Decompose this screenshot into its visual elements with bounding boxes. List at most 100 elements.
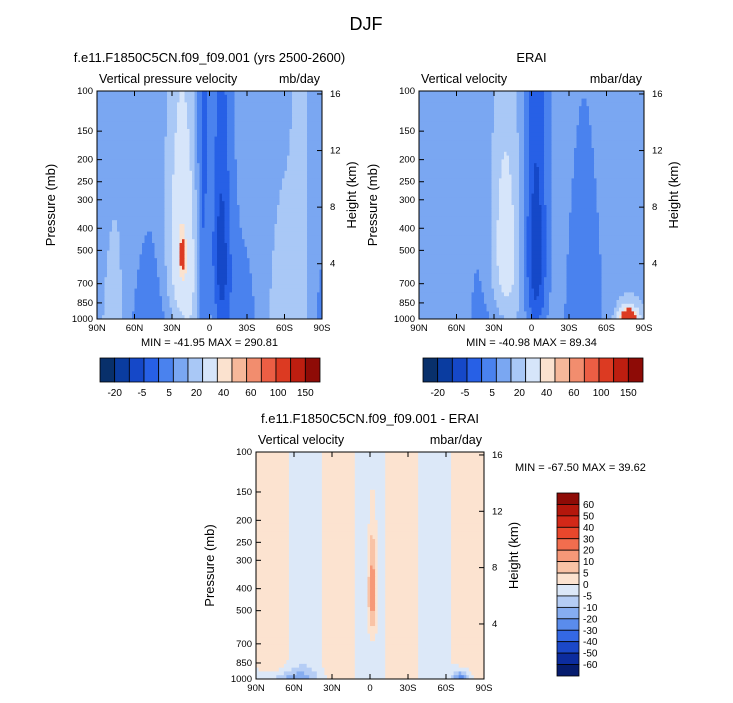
- heatmap-cell: [217, 102, 220, 107]
- heatmap-cell: [314, 258, 318, 263]
- heatmap-cell: [157, 273, 160, 278]
- heatmap-cell: [307, 91, 310, 96]
- heatmap-cell: [282, 201, 285, 206]
- heatmap-cell: [229, 273, 233, 278]
- heatmap-cell: [152, 231, 155, 236]
- heatmap-cell: [229, 113, 233, 118]
- heatmap-cell: [137, 113, 140, 118]
- heatmap-cell: [279, 212, 283, 217]
- heatmap-cell: [162, 129, 165, 134]
- heatmap-cell: [177, 246, 180, 251]
- heatmap-cell: [174, 91, 178, 96]
- heatmap-cell: [122, 136, 125, 141]
- heatmap-cell: [129, 296, 133, 301]
- heatmap-cell: [304, 182, 308, 187]
- heatmap-cell: [157, 193, 160, 198]
- heatmap-cell: [169, 178, 173, 183]
- heatmap-cell: [169, 186, 173, 191]
- heatmap-cell: [194, 136, 198, 141]
- heatmap-cell: [162, 246, 165, 251]
- heatmap-cell: [247, 151, 250, 156]
- heatmap-cell: [259, 212, 263, 217]
- heatmap-cell: [144, 300, 148, 305]
- heatmap-cell: [239, 167, 243, 172]
- heatmap-cell: [274, 296, 278, 301]
- heatmap-cell: [187, 273, 190, 278]
- heatmap-cell: [222, 224, 225, 229]
- heatmap-cell: [252, 129, 255, 134]
- heatmap-cell: [99, 277, 103, 282]
- heatmap-cell: [219, 110, 223, 115]
- heatmap-cell: [97, 144, 100, 149]
- heatmap-cell: [214, 258, 218, 263]
- heatmap-cell: [307, 174, 310, 179]
- heatmap-cell: [257, 227, 260, 232]
- heatmap-cell: [222, 296, 225, 301]
- heatmap-cell: [277, 197, 280, 202]
- heatmap-cell: [239, 151, 243, 156]
- heatmap-cell: [242, 91, 245, 96]
- heatmap-cell: [234, 246, 238, 251]
- heatmap-cell: [112, 262, 115, 267]
- heatmap-cell: [199, 269, 203, 274]
- heatmap-cell: [97, 182, 100, 187]
- heatmap-cell: [244, 113, 248, 118]
- heatmap-cell: [207, 178, 210, 183]
- heatmap-cell: [109, 91, 113, 96]
- heatmap-cell: [287, 110, 290, 115]
- heatmap-cell: [112, 284, 115, 289]
- heatmap-cell: [237, 284, 240, 289]
- heatmap-cell: [189, 231, 193, 236]
- heatmap-cell: [289, 224, 293, 229]
- heatmap-cell: [127, 136, 130, 141]
- heatmap-cell: [99, 94, 103, 99]
- heatmap-cell: [217, 243, 220, 248]
- heatmap-cell: [247, 193, 250, 198]
- heatmap-cell: [289, 239, 293, 244]
- heatmap-cell: [107, 113, 110, 118]
- heatmap-cell: [104, 106, 108, 111]
- heatmap-cell: [99, 170, 103, 175]
- heatmap-cell: [179, 159, 183, 164]
- heatmap-cell: [289, 216, 293, 221]
- heatmap-cell: [304, 265, 308, 270]
- heatmap-cell: [99, 148, 103, 153]
- heatmap-cell: [312, 129, 315, 134]
- heatmap-cell: [187, 113, 190, 118]
- heatmap-cell: [224, 170, 228, 175]
- heatmap-cell: [187, 129, 190, 134]
- heatmap-cell: [157, 144, 160, 149]
- heatmap-cell: [152, 148, 155, 153]
- heatmap-cell: [284, 197, 288, 202]
- heatmap-cell: [287, 140, 290, 145]
- heatmap-cell: [172, 212, 175, 217]
- heatmap-cell: [142, 140, 145, 145]
- heatmap-cell: [282, 117, 285, 122]
- heatmap-cell: [97, 269, 100, 274]
- heatmap-cell: [272, 224, 275, 229]
- heatmap-cell: [137, 227, 140, 232]
- heatmap-cell: [124, 140, 128, 145]
- heatmap-cell: [294, 239, 298, 244]
- heatmap-cell: [182, 231, 185, 236]
- heatmap-cell: [142, 182, 145, 187]
- heatmap-cell: [184, 132, 188, 137]
- heatmap-cell: [232, 129, 235, 134]
- heatmap-cell: [99, 189, 103, 194]
- heatmap-cell: [142, 144, 145, 149]
- heatmap-cell: [177, 205, 180, 210]
- heatmap-cell: [167, 170, 170, 175]
- heatmap-cell: [122, 254, 125, 259]
- heatmap-cell: [164, 265, 168, 270]
- heatmap-cell: [129, 281, 133, 286]
- heatmap-cell: [114, 193, 118, 198]
- heatmap-cell: [124, 265, 128, 270]
- heatmap-cell: [279, 224, 283, 229]
- heatmap-cell: [279, 136, 283, 141]
- heatmap-cell: [194, 189, 198, 194]
- heatmap-cell: [159, 121, 163, 126]
- heatmap-cell: [134, 231, 138, 236]
- heatmap-cell: [302, 129, 305, 134]
- heatmap-cell: [244, 208, 248, 213]
- heatmap-cell: [97, 250, 100, 255]
